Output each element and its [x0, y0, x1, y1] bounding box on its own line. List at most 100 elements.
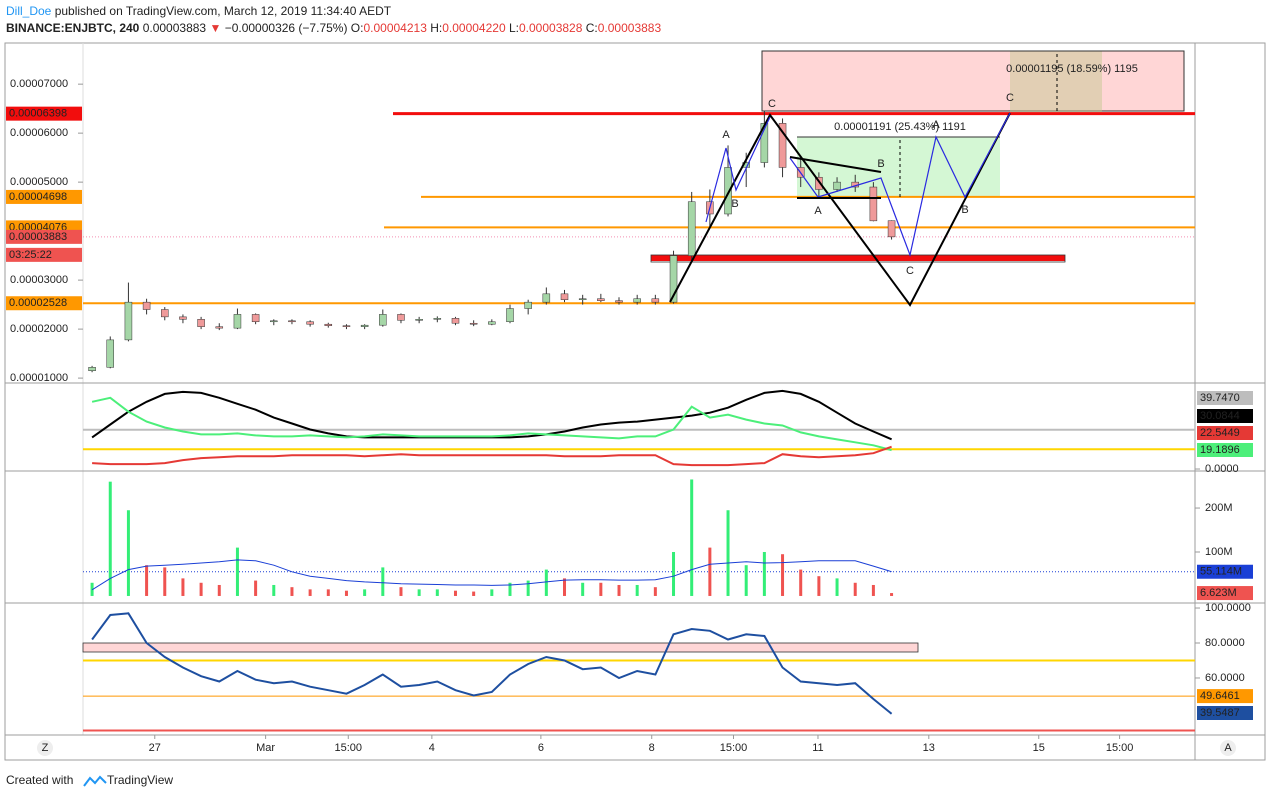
- auto-button[interactable]: A: [1224, 742, 1232, 754]
- abcd-pattern: [669, 112, 1011, 307]
- y-tick-label: 0.00006000: [10, 127, 68, 139]
- author[interactable]: Dill_Doe: [6, 4, 52, 18]
- volume-bar: [599, 582, 603, 596]
- c-key: C:: [586, 21, 598, 35]
- volume-bar: [453, 590, 457, 596]
- open: 0.00004213: [363, 21, 427, 35]
- candle-body: [578, 298, 587, 300]
- candle-body: [88, 367, 96, 372]
- x-tick-label: 15:00: [1106, 742, 1134, 754]
- last-price: 0.00003883: [143, 21, 207, 35]
- candle-body: [724, 167, 732, 215]
- level-label: 0.00006398: [9, 108, 67, 120]
- volume-bar: [835, 578, 839, 596]
- candle-body: [451, 318, 460, 324]
- volume-bar: [108, 481, 112, 596]
- volume-bar: [690, 479, 694, 596]
- frame: [4, 42, 1266, 761]
- candle-body: [433, 318, 442, 320]
- y-tick-label: 60.0000: [1205, 672, 1245, 684]
- x-tick-label: 27: [149, 742, 161, 754]
- candle-body: [597, 298, 605, 301]
- indicator-line: [92, 445, 892, 467]
- drawings-under: [82, 50, 1185, 653]
- pattern-label: B: [961, 204, 968, 216]
- y-tick-label: 0.00001000: [10, 372, 68, 384]
- candle-body: [415, 319, 423, 321]
- measure-label: 0.00001191 (25.43%) 1191: [834, 121, 966, 133]
- candle-body: [251, 314, 260, 323]
- y-tick-label: 0.00002000: [10, 323, 68, 335]
- candle-body: [506, 308, 514, 323]
- volume-bar: [163, 567, 167, 596]
- candle-body: [633, 298, 641, 303]
- candle-body: [270, 320, 278, 323]
- volume-bar: [563, 578, 567, 596]
- measure-zone: [797, 137, 1000, 197]
- candle-body: [324, 323, 333, 326]
- volume-bar: [126, 510, 130, 596]
- level-label-bg: [6, 189, 82, 204]
- volume-bar: [871, 584, 875, 596]
- pattern-label: B: [877, 158, 884, 170]
- measure-label: 0.00001195 (18.59%) 1195: [1006, 63, 1138, 75]
- volume-bar: [890, 593, 894, 596]
- level-label-bg: [1197, 391, 1253, 405]
- h-key: H:: [430, 21, 442, 35]
- level-label-bg: [6, 229, 82, 244]
- volume-bar: [672, 552, 676, 596]
- volume-bar: [272, 584, 276, 596]
- drawings-over: [669, 53, 1058, 307]
- pattern-label: A: [814, 205, 822, 217]
- volume-bar: [399, 587, 403, 596]
- candle-body: [397, 314, 405, 321]
- volume-bar: [617, 584, 621, 596]
- countdown-bg: [6, 247, 82, 262]
- level-label: 0.00002528: [9, 297, 67, 309]
- y-tick-label: 100M: [1205, 546, 1233, 558]
- low: 0.00003828: [519, 21, 583, 35]
- y-tick-label: 200M: [1205, 502, 1233, 514]
- pattern-label: A: [932, 119, 940, 131]
- volume-bar: [708, 547, 712, 596]
- o-key: O:: [351, 21, 364, 35]
- target-zone: [761, 50, 1185, 112]
- candle-body: [615, 300, 623, 303]
- zone-line-border: [650, 254, 1066, 263]
- volume-bar: [781, 554, 785, 596]
- measure-zone: [1010, 51, 1102, 113]
- footer-text: Created with: [6, 773, 73, 787]
- x-tick-label: 11: [812, 742, 823, 754]
- candle-body: [306, 321, 314, 325]
- x-tick-label: 13: [923, 742, 935, 754]
- candle-body: [215, 326, 224, 329]
- y-tick-label: 100.0000: [1205, 602, 1251, 614]
- high: 0.00004220: [442, 21, 506, 35]
- ma-label: 55.114M: [1200, 566, 1242, 578]
- candle-body: [542, 293, 551, 303]
- candle-body: [142, 301, 151, 310]
- volume-bar: [544, 569, 548, 596]
- pattern-label: B: [731, 198, 738, 210]
- levels: [83, 112, 1195, 732]
- logo: [83, 775, 107, 787]
- level-label-bg: [1197, 689, 1253, 704]
- y-tick-label: 0.00007000: [10, 78, 68, 90]
- level-label: 0.00004698: [9, 191, 67, 203]
- last-value-label-bg: [1197, 426, 1253, 440]
- candle-body: [887, 220, 896, 238]
- scale-button[interactable]: Z: [42, 742, 49, 754]
- y-tick-label: 0.0000: [1205, 463, 1239, 475]
- pattern-label: A: [722, 129, 730, 141]
- volume-bar: [308, 589, 312, 596]
- footer-brand[interactable]: TradingView: [107, 773, 173, 787]
- volume-bar: [853, 582, 857, 596]
- symbol-line: BINANCE:ENJBTC, 240 0.00003883 ▼ −0.0000…: [6, 21, 661, 35]
- last-value-label-bg: [1197, 409, 1253, 423]
- candle-body: [778, 123, 787, 168]
- volume-bar: [199, 582, 203, 596]
- last-value-label: 30.0844: [1200, 410, 1240, 422]
- change: −0.00000326 (−7.75%): [225, 21, 348, 35]
- candle-body: [669, 255, 678, 303]
- level-label: 49.6461: [1200, 690, 1240, 702]
